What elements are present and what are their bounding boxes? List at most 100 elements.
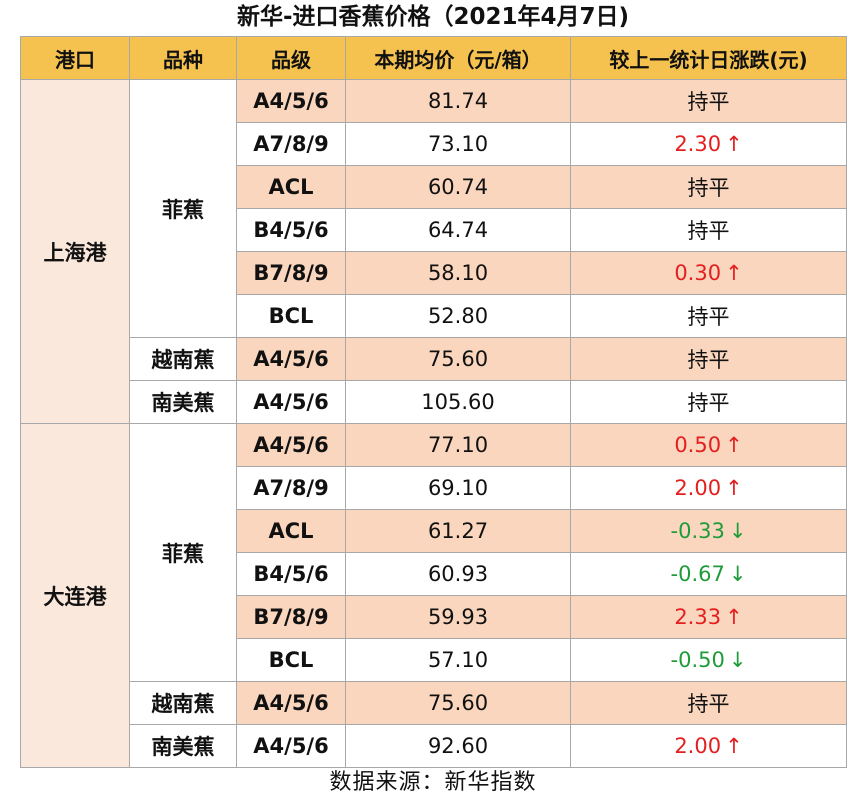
grade-cell: A4/5/6 [236,79,346,123]
change-cell: 持平 [570,681,847,725]
table-row: A7/8/9 73.10 2.30 ↑ [21,122,847,166]
change-cell: 持平 [570,337,847,381]
table-row: ACL 61.27 -0.33 ↓ [21,509,847,553]
table-row: BCL 57.10 -0.50 ↓ [21,638,847,682]
change-value: 2.33 [674,605,722,629]
change-value: 持平 [687,219,730,243]
price-cell: 77.10 [345,423,571,467]
grade-cell: B4/5/6 [236,208,346,252]
table-title: 新华-进口香蕉价格（2021年4月7日) [236,4,630,30]
table-row: A7/8/9 69.10 2.00 ↑ [21,466,847,510]
port-cell: 上海港 [20,79,130,424]
change-cell: -0.33 ↓ [570,509,847,553]
table-row: 南美蕉 A4/5/6 92.60 2.00 ↑ [21,724,847,768]
change-value: 持平 [687,692,730,716]
change-value: 持平 [687,391,730,415]
variety-cell: 越南蕉 [129,337,237,381]
price-cell: 105.60 [345,380,571,424]
price-cell: 57.10 [345,638,571,682]
change-cell: 持平 [570,165,847,209]
change-cell: 2.00 ↑ [570,466,847,510]
variety-cell: 南美蕉 [129,380,237,424]
arrow-up-icon: ↑ [725,132,743,156]
table-row: BCL 52.80 持平 [21,294,847,338]
variety-cell: 南美蕉 [129,724,237,768]
change-cell: -0.67 ↓ [570,552,847,596]
change-value: -0.67 [670,562,725,586]
header-variety: 品种 [129,36,237,80]
grade-cell: ACL [236,509,346,553]
grade-cell: A4/5/6 [236,380,346,424]
price-cell: 58.10 [345,251,571,295]
change-value: 2.00 [674,476,722,500]
change-value: 持平 [687,176,730,200]
variety-cell: 菲蕉 [129,79,237,338]
price-cell: 52.80 [345,294,571,338]
change-value: 持平 [687,90,730,114]
grade-cell: A4/5/6 [236,724,346,768]
header-port: 港口 [20,36,130,80]
arrow-up-icon: ↑ [725,261,743,285]
price-cell: 92.60 [345,724,571,768]
change-cell: 持平 [570,79,847,123]
change-cell: 持平 [570,380,847,424]
change-cell: 0.30 ↑ [570,251,847,295]
change-cell: 2.30 ↑ [570,122,847,166]
price-cell: 60.93 [345,552,571,596]
header-change: 较上一统计日涨跌(元) [570,36,847,80]
arrow-down-icon: ↓ [728,648,747,672]
price-cell: 73.10 [345,122,571,166]
change-cell: 0.50 ↑ [570,423,847,467]
arrow-down-icon: ↓ [728,562,747,586]
grade-cell: A7/8/9 [236,466,346,510]
arrow-up-icon: ↑ [725,605,743,629]
data-source: 数据来源：新华指数 [329,770,537,795]
grade-cell: BCL [236,638,346,682]
grade-cell: A7/8/9 [236,122,346,166]
table-row: B4/5/6 60.93 -0.67 ↓ [21,552,847,596]
arrow-up-icon: ↑ [725,433,743,457]
price-cell: 60.74 [345,165,571,209]
variety-cell: 菲蕉 [129,423,237,682]
header-grade: 品级 [236,36,346,80]
header-row: 港口 品种 品级 本期均价（元/箱） 较上一统计日涨跌(元) [20,36,847,80]
grade-cell: ACL [236,165,346,209]
header-price: 本期均价（元/箱） [345,36,571,80]
table-row: 越南蕉 A4/5/6 75.60 持平 [21,337,847,381]
change-value: 0.50 [674,433,722,457]
change-cell: -0.50 ↓ [570,638,847,682]
table-row: B4/5/6 64.74 持平 [21,208,847,252]
price-cell: 75.60 [345,337,571,381]
change-value: 持平 [687,348,730,372]
variety-cell: 越南蕉 [129,681,237,725]
price-cell: 59.93 [345,595,571,639]
arrow-up-icon: ↑ [725,476,743,500]
change-cell: 持平 [570,208,847,252]
banana-price-table: 港口 品种 品级 本期均价（元/箱） 较上一统计日涨跌(元) 上海港 菲蕉 A4/5… [20,36,847,768]
grade-cell: A4/5/6 [236,423,346,467]
price-cell: 69.10 [345,466,571,510]
change-value: 持平 [687,305,730,329]
grade-cell: B7/8/9 [236,251,346,295]
change-cell: 2.00 ↑ [570,724,847,768]
grade-cell: A4/5/6 [236,681,346,725]
change-value: 2.00 [674,734,722,758]
price-cell: 61.27 [345,509,571,553]
arrow-up-icon: ↑ [725,734,743,758]
table-row: 南美蕉 A4/5/6 105.60 持平 [21,380,847,424]
grade-cell: A4/5/6 [236,337,346,381]
price-cell: 64.74 [345,208,571,252]
arrow-down-icon: ↓ [728,519,747,543]
change-value: -0.33 [670,519,725,543]
change-value: -0.50 [670,648,725,672]
table-row: 上海港 菲蕉 A4/5/6 81.74 持平 [20,79,847,424]
grade-cell: B7/8/9 [236,595,346,639]
change-value: 0.30 [674,261,722,285]
table-body: 上海港 菲蕉 A4/5/6 81.74 持平 A7/8/9 73.10 2.30 ↑ ACL 60.… [20,79,847,768]
table-row: 越南蕉 A4/5/6 75.60 持平 [21,681,847,725]
price-cell: 75.60 [345,681,571,725]
change-value: 2.30 [674,132,722,156]
price-cell: 81.74 [345,79,571,123]
grade-cell: B4/5/6 [236,552,346,596]
change-cell: 2.33 ↑ [570,595,847,639]
